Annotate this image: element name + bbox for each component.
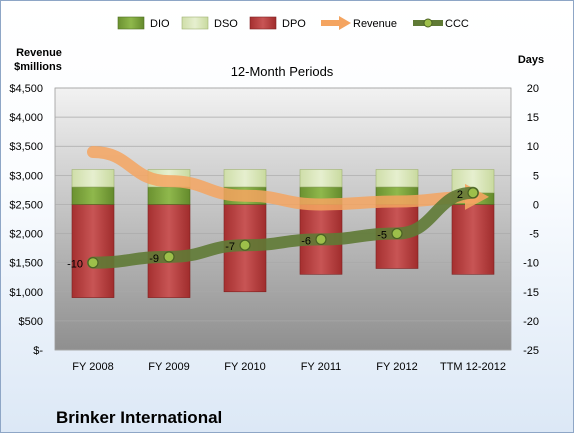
bar-dio bbox=[147, 186, 191, 205]
category-label: FY 2009 bbox=[148, 361, 189, 373]
category-label: FY 2012 bbox=[376, 361, 417, 373]
right-tick-label: -15 bbox=[523, 287, 539, 299]
right-tick-label: 10 bbox=[527, 141, 539, 153]
right-tick-label: 15 bbox=[527, 112, 539, 124]
ccc-marker bbox=[315, 233, 327, 245]
ccc-data-label: -6 bbox=[301, 235, 311, 247]
left-axis-label-line1: Revenue bbox=[16, 47, 62, 59]
left-tick-label: $- bbox=[33, 345, 43, 357]
bar-dpo bbox=[451, 204, 495, 275]
legend-swatch-dio bbox=[117, 16, 145, 30]
revenue-line bbox=[87, 146, 479, 211]
legend: DIO DSO DPO Revenue CCC bbox=[117, 16, 469, 30]
left-tick-label: $500 bbox=[19, 316, 43, 328]
right-tick-label: 20 bbox=[527, 83, 539, 95]
axes-group: $- $500 $1,000 $1,500 $2,000 $2,500 $3,000 $3,5… bbox=[9, 83, 539, 373]
bar-dio bbox=[71, 186, 115, 205]
ccc-data-label: -7 bbox=[225, 241, 235, 253]
legend-swatch-ccc-marker bbox=[423, 18, 433, 28]
left-tick-label: $2,000 bbox=[9, 229, 43, 241]
company-name: Brinker International bbox=[56, 408, 222, 427]
left-axis-label-line2: $millions bbox=[14, 61, 62, 73]
ccc-data-label: 2 bbox=[457, 189, 463, 201]
legend-label-ccc: CCC bbox=[445, 18, 469, 30]
right-tick-label: -10 bbox=[523, 258, 539, 270]
ccc-data-label: -10 bbox=[67, 259, 83, 271]
ccc-data-label: -9 bbox=[149, 253, 159, 265]
left-tick-label: $4,500 bbox=[9, 83, 43, 95]
bar-dso bbox=[375, 169, 419, 188]
ccc-marker bbox=[239, 239, 251, 251]
right-tick-label: -20 bbox=[523, 316, 539, 328]
right-axis-label: Days bbox=[518, 54, 544, 66]
ccc-marker bbox=[87, 257, 99, 269]
left-tick-label: $3,000 bbox=[9, 170, 43, 182]
ccc-line bbox=[87, 186, 479, 269]
ccc-marker bbox=[391, 227, 403, 240]
left-tick-label: $1,000 bbox=[9, 287, 43, 299]
lines-group: -10 -9 -7 -6 -5 2 bbox=[67, 146, 489, 271]
left-tick-label: $4,000 bbox=[9, 112, 43, 124]
category-label: TTM 12-2012 bbox=[440, 361, 506, 373]
bar-dso bbox=[223, 169, 267, 188]
legend-label-dso: DSO bbox=[214, 18, 238, 30]
category-label: FY 2011 bbox=[301, 361, 342, 373]
right-tick-label: 0 bbox=[533, 199, 539, 211]
right-tick-label: 5 bbox=[533, 170, 539, 182]
category-label: FY 2010 bbox=[224, 361, 265, 373]
left-tick-label: $1,500 bbox=[9, 258, 43, 270]
legend-label-revenue: Revenue bbox=[353, 18, 397, 30]
ccc-data-label: -5 bbox=[377, 230, 387, 242]
category-label: FY 2008 bbox=[72, 361, 113, 373]
legend-swatch-dpo bbox=[249, 16, 277, 30]
legend-label-dpo: DPO bbox=[282, 18, 306, 30]
plot-area bbox=[54, 87, 512, 351]
right-tick-label: -5 bbox=[529, 229, 539, 241]
chart-title: 12-Month Periods bbox=[231, 64, 334, 79]
legend-swatch-revenue-head bbox=[339, 16, 351, 30]
legend-swatch-dso bbox=[181, 16, 209, 30]
left-tick-label: $3,500 bbox=[9, 141, 43, 153]
right-tick-label: -25 bbox=[523, 345, 539, 357]
ccc-marker bbox=[163, 251, 175, 263]
left-tick-label: $2,500 bbox=[9, 199, 43, 211]
legend-label-dio: DIO bbox=[150, 18, 170, 30]
bar-dso bbox=[71, 169, 115, 188]
bar-dpo bbox=[71, 204, 115, 298]
ccc-marker bbox=[467, 187, 479, 199]
bar-dso bbox=[299, 169, 343, 188]
